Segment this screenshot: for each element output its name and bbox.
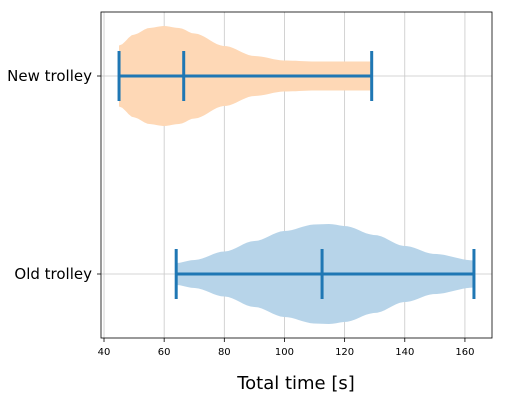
violins bbox=[119, 26, 474, 324]
y-axis-ticks: Old trolley New trolley bbox=[7, 67, 101, 283]
x-tick-label: 140 bbox=[395, 347, 414, 358]
x-tick-label: 160 bbox=[455, 347, 474, 358]
median-extrema-markers bbox=[117, 51, 476, 299]
plot-frame bbox=[100, 11, 493, 339]
x-axis-label: Total time [s] bbox=[236, 373, 355, 394]
x-tick-label: 80 bbox=[218, 347, 231, 358]
x-tick-label: 60 bbox=[158, 347, 171, 358]
y-tick-label: Old trolley bbox=[14, 265, 92, 283]
x-axis-ticks: 40 60 80 100 120 140 160 bbox=[98, 338, 474, 358]
y-tick-label: New trolley bbox=[7, 67, 92, 85]
x-tick-label: 120 bbox=[335, 347, 354, 358]
x-tick-label: 100 bbox=[275, 347, 294, 358]
x-tick-label: 40 bbox=[98, 347, 111, 358]
